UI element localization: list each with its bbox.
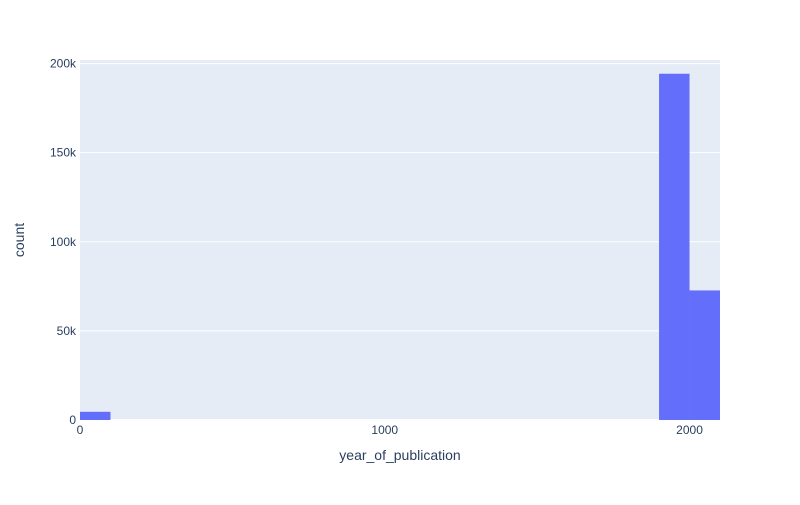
x-tick-label: 0 bbox=[77, 423, 84, 437]
histogram-bar bbox=[689, 290, 720, 420]
y-axis-title: count bbox=[11, 223, 27, 257]
grid-lines bbox=[80, 63, 720, 421]
bars bbox=[80, 73, 720, 420]
y-tick-label: 200k bbox=[50, 57, 77, 71]
y-tick-label: 150k bbox=[50, 146, 77, 160]
x-tick-label: 2000 bbox=[676, 423, 703, 437]
x-axis-ticks: 0 1000 2000 bbox=[77, 423, 704, 437]
histogram-bar bbox=[659, 73, 690, 420]
x-tick-label: 1000 bbox=[371, 423, 398, 437]
y-tick-label: 0 bbox=[69, 413, 76, 427]
y-axis-ticks: 0 50k 100k 150k 200k bbox=[50, 57, 77, 427]
y-tick-label: 50k bbox=[57, 324, 77, 338]
y-tick-label: 100k bbox=[50, 235, 77, 249]
plot-background bbox=[80, 60, 720, 420]
x-axis-title: year_of_publication bbox=[339, 447, 460, 463]
histogram-bar bbox=[80, 411, 111, 420]
